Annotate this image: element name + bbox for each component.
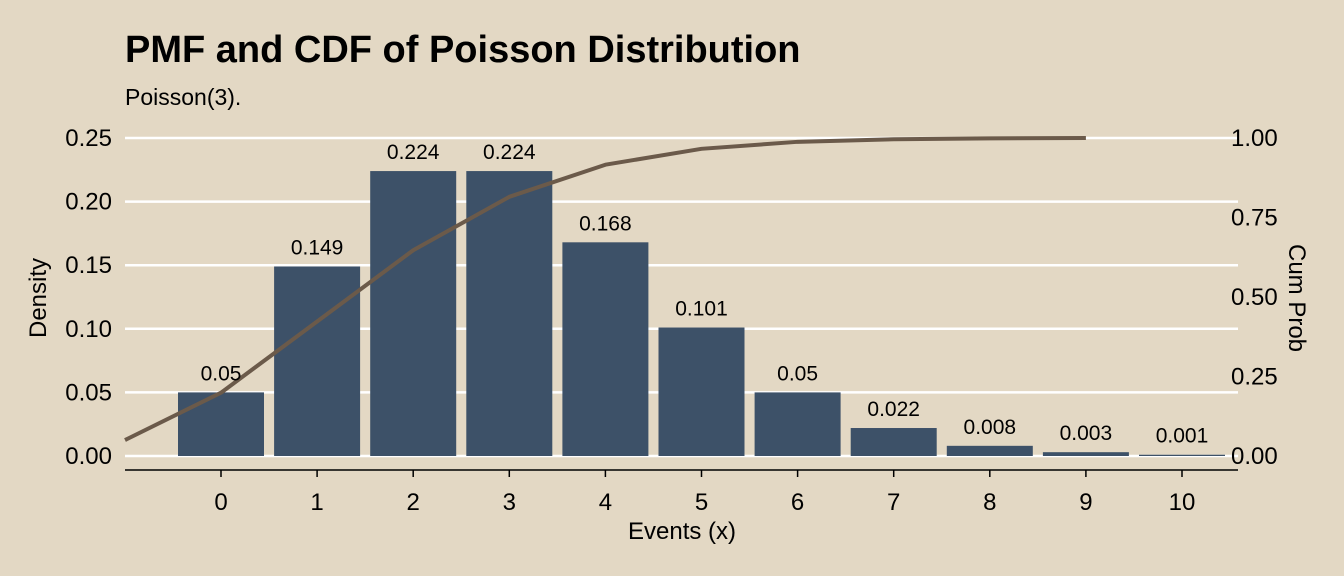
bar-3 xyxy=(466,171,553,456)
y2-tick-label: 0.25 xyxy=(1231,364,1278,391)
y2-tick-label: 0.75 xyxy=(1231,205,1278,232)
y-tick-label: 0.20 xyxy=(65,189,112,216)
x-tick-label: 9 xyxy=(1079,489,1092,516)
bar-labels: 0.05 0.149 0.224 0.224 0.168 0.101 0.05 0.022 0.… xyxy=(201,141,1209,448)
x-tick-label: 8 xyxy=(983,489,996,516)
bar-4 xyxy=(562,242,649,456)
bar-10 xyxy=(1139,454,1225,456)
chart-title: PMF and CDF of Poisson Distribution xyxy=(125,29,801,71)
bar-value-label: 0.168 xyxy=(579,212,632,235)
bar-6 xyxy=(754,392,841,456)
y2-axis-label: Cum Prob xyxy=(1283,244,1310,352)
x-tick-label: 7 xyxy=(887,489,900,516)
cdf-line xyxy=(124,136,1086,442)
chart-subtitle: Poisson(3). xyxy=(125,84,241,110)
bar-value-label: 0.003 xyxy=(1060,422,1113,445)
x-tick-label: 0 xyxy=(214,489,227,516)
y-axis-label: Density xyxy=(25,258,52,338)
x-tick-label: 5 xyxy=(695,489,708,516)
bar-value-label: 0.022 xyxy=(867,398,920,421)
bar-value-label: 0.008 xyxy=(964,416,1017,439)
y-tick-label: 0.00 xyxy=(65,443,112,470)
bar-7 xyxy=(850,428,937,456)
bar-value-label: 0.001 xyxy=(1156,425,1209,448)
bar-value-label: 0.101 xyxy=(675,298,728,321)
y2-tick-label: 0.00 xyxy=(1231,443,1278,470)
cdf-line-group xyxy=(124,136,1086,442)
y-tick-label: 0.25 xyxy=(65,125,112,152)
bar-2 xyxy=(370,171,457,456)
bar-1 xyxy=(274,266,361,456)
bar-9 xyxy=(1042,452,1129,456)
bar-0 xyxy=(178,392,264,456)
y-tick-label: 0.05 xyxy=(65,379,112,406)
x-tick-label: 10 xyxy=(1169,489,1196,516)
x-tick-label: 1 xyxy=(310,489,323,516)
y-tick-label: 0.10 xyxy=(65,316,112,343)
bar-value-label: 0.149 xyxy=(291,236,344,259)
x-tick-label: 2 xyxy=(407,489,420,516)
bar-value-label: 0.224 xyxy=(387,141,440,164)
y-tick-label: 0.15 xyxy=(65,252,112,279)
bar-5 xyxy=(658,327,745,456)
x-axis-label: Events (x) xyxy=(628,518,736,545)
bar-value-label: 0.224 xyxy=(483,141,536,164)
y2-tick-label: 1.00 xyxy=(1231,125,1278,152)
axes: 0.00 0.05 0.10 0.15 0.20 0.25 0.00 0.25 0.50 0.75… xyxy=(65,125,1277,516)
bar-8 xyxy=(946,445,1033,456)
y2-tick-label: 0.50 xyxy=(1231,284,1278,311)
x-tick-label: 4 xyxy=(599,489,612,516)
bar-value-label: 0.05 xyxy=(201,362,242,385)
x-tick-label: 6 xyxy=(791,489,804,516)
x-tick-label: 3 xyxy=(503,489,516,516)
bar-value-label: 0.05 xyxy=(777,362,818,385)
